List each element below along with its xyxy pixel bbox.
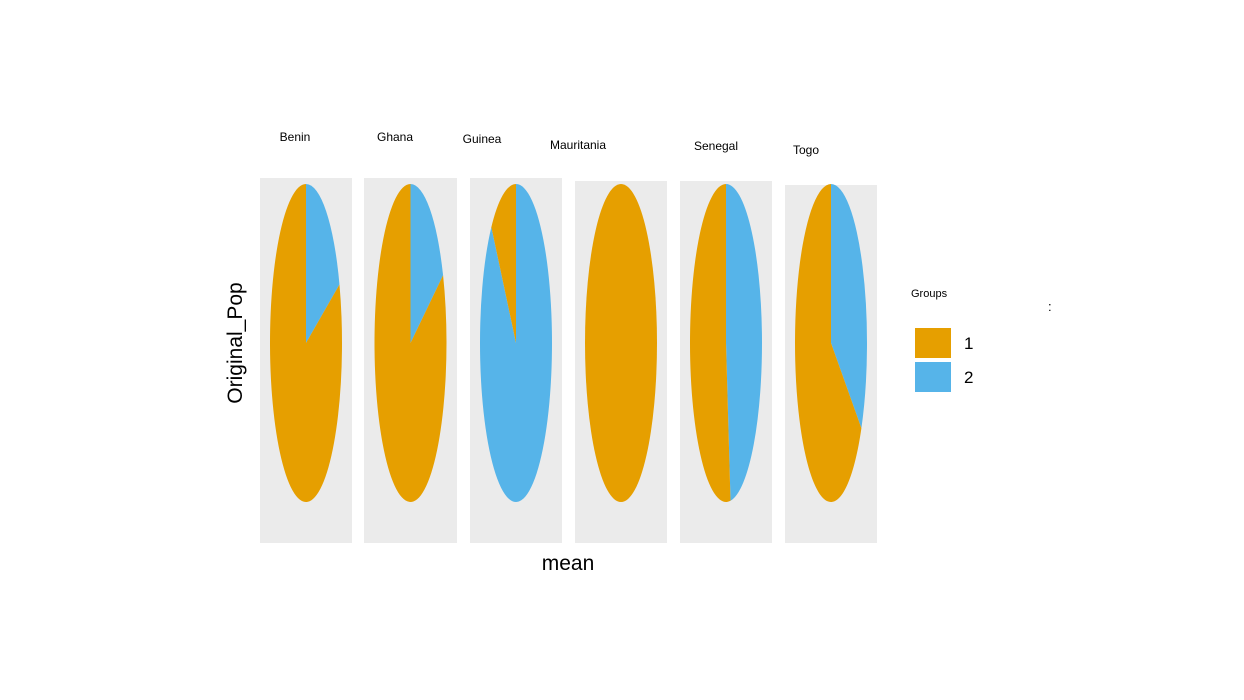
legend-title: Groups bbox=[911, 288, 948, 300]
slice-group-2 bbox=[410, 184, 444, 343]
slice-group-1 bbox=[690, 184, 731, 503]
facet-title-senegal: Senegal bbox=[694, 139, 738, 153]
legend: Groups 1 2 bbox=[911, 288, 973, 392]
facet-guinea: Guinea bbox=[463, 132, 562, 543]
facet-title-mauritania: Mauritania bbox=[550, 138, 606, 152]
legend-label-2: 2 bbox=[964, 368, 973, 387]
slice-group-2 bbox=[306, 184, 340, 343]
slice-group-1 bbox=[269, 184, 342, 502]
slice-group-2 bbox=[726, 184, 762, 501]
slice-group-1 bbox=[795, 184, 862, 503]
facet-title-togo: Togo bbox=[793, 143, 819, 157]
x-axis-title: mean bbox=[542, 552, 595, 575]
facet-title-ghana: Ghana bbox=[377, 130, 413, 144]
y-axis-title: Original_Pop bbox=[224, 282, 247, 403]
stray-mark: : bbox=[1048, 299, 1052, 314]
slice-group-1 bbox=[585, 184, 657, 502]
slice-group-2 bbox=[831, 184, 867, 429]
slice-group-1 bbox=[374, 184, 447, 502]
facet-mauritania: Mauritania bbox=[550, 138, 667, 543]
facet-panels: Benin Ghana Guinea Mauritania Senegal Togo bbox=[260, 130, 877, 543]
facet-ghana: Ghana bbox=[364, 130, 457, 543]
facet-title-guinea: Guinea bbox=[463, 132, 502, 146]
slice-group-2 bbox=[479, 184, 552, 502]
facet-togo: Togo bbox=[785, 143, 877, 543]
slice-group-1 bbox=[491, 184, 516, 343]
facet-benin: Benin bbox=[260, 130, 352, 543]
legend-key-1 bbox=[915, 328, 951, 358]
legend-key-2 bbox=[915, 362, 951, 392]
facet-title-benin: Benin bbox=[280, 130, 311, 144]
facet-senegal: Senegal bbox=[680, 139, 772, 543]
legend-label-1: 1 bbox=[964, 334, 973, 353]
